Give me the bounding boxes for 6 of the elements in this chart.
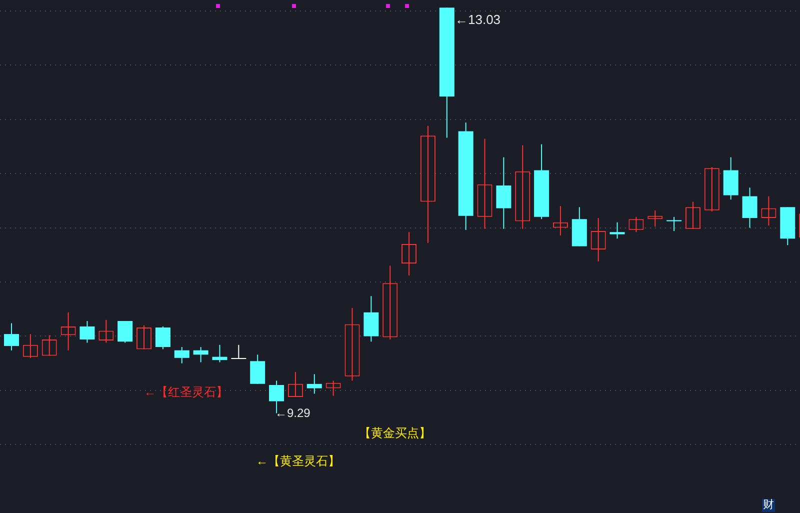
annotation: ←【红圣灵石】 (144, 385, 228, 399)
annotation: ←9.29 (275, 406, 310, 420)
annotation: 【黄金买点】 (359, 426, 431, 440)
annotation: ←【黄圣灵石】 (256, 454, 340, 468)
annotation: ←13.03 (455, 12, 501, 27)
annotation: 财 (762, 499, 775, 512)
